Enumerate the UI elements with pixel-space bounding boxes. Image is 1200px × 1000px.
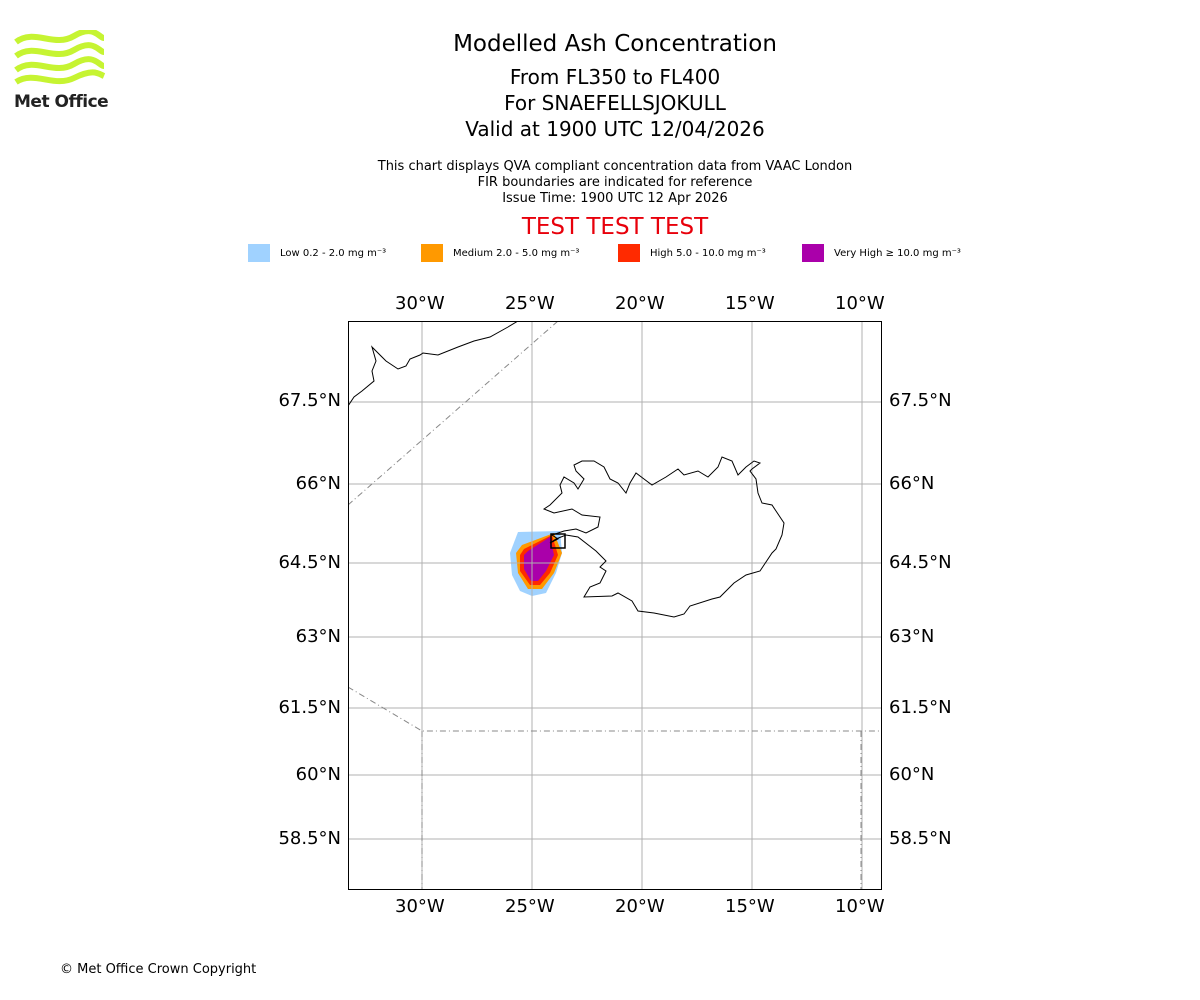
legend-label: Low 0.2 - 2.0 mg m⁻³ [280,247,387,259]
lat-tick-right: 61.5°N [889,697,952,718]
lon-tick-top: 10°W [835,293,885,314]
lat-tick-left: 63°N [295,626,341,647]
met-office-logo-icon [14,28,106,85]
volcano-name: For SNAEFELLSJOKULL [504,91,726,115]
logo-text: Met Office [14,92,109,112]
lat-tick-right: 66°N [889,473,935,494]
map-frame [348,321,882,890]
legend-swatch [421,244,443,262]
legend-item-very-high: Very High ≥ 10.0 mg m⁻³ [802,244,961,262]
level-range: From FL350 to FL400 [509,65,721,89]
legend-label: Medium 2.0 - 5.0 mg m⁻³ [453,247,580,259]
valid-time: Valid at 1900 UTC 12/04/2026 [465,117,765,141]
info-line: This chart displays QVA compliant concen… [377,159,853,174]
lon-tick-bottom: 30°W [395,896,445,917]
legend-item-high: High 5.0 - 10.0 mg m⁻³ [618,244,802,262]
volcano-source-marker [550,533,566,549]
fir-boundaries [348,321,882,890]
lat-tick-left: 66°N [295,473,341,494]
map[interactable] [348,321,883,891]
lat-tick-right: 64.5°N [889,552,952,573]
lat-tick-left: 58.5°N [278,828,341,849]
legend-item-medium: Medium 2.0 - 5.0 mg m⁻³ [421,244,618,262]
lat-tick-right: 67.5°N [889,390,952,411]
lon-tick-bottom: 25°W [505,896,555,917]
lat-tick-right: 63°N [889,626,935,647]
lon-tick-bottom: 10°W [835,896,885,917]
lon-tick-bottom: 20°W [615,896,665,917]
lat-tick-left: 61.5°N [278,697,341,718]
legend-swatch [802,244,824,262]
legend-swatch [618,244,640,262]
issue-time: Issue Time: 1900 UTC 12 Apr 2026 [502,191,728,206]
chart-subtitle: From FL350 to FL400 For SNAEFELLSJOKULL … [0,64,1200,142]
legend-label: High 5.0 - 10.0 mg m⁻³ [650,247,766,259]
info-text: This chart displays QVA compliant concen… [0,159,1200,207]
info-line: FIR boundaries are indicated for referen… [477,175,753,190]
lat-tick-right: 60°N [889,764,935,785]
legend-label: Very High ≥ 10.0 mg m⁻³ [834,247,961,259]
greenland-coastline [348,321,519,407]
legend-item-low: Low 0.2 - 2.0 mg m⁻³ [248,244,421,262]
lat-tick-left: 60°N [295,764,341,785]
lon-tick-bottom: 15°W [725,896,775,917]
lat-tick-left: 64.5°N [278,552,341,573]
lat-tick-right: 58.5°N [889,828,952,849]
copyright: © Met Office Crown Copyright [60,962,257,977]
chart-title: Modelled Ash Concentration [453,31,777,57]
lon-tick-top: 25°W [505,293,555,314]
test-banner: TEST TEST TEST [521,214,709,240]
lat-tick-left: 67.5°N [278,390,341,411]
legend-swatch [248,244,270,262]
graticule [348,321,882,890]
iceland-coastline [542,456,785,618]
lon-tick-top: 15°W [725,293,775,314]
lon-tick-top: 30°W [395,293,445,314]
met-office-logo [14,28,106,92]
legend: Low 0.2 - 2.0 mg m⁻³ Medium 2.0 - 5.0 mg… [248,244,961,262]
lon-tick-top: 20°W [615,293,665,314]
